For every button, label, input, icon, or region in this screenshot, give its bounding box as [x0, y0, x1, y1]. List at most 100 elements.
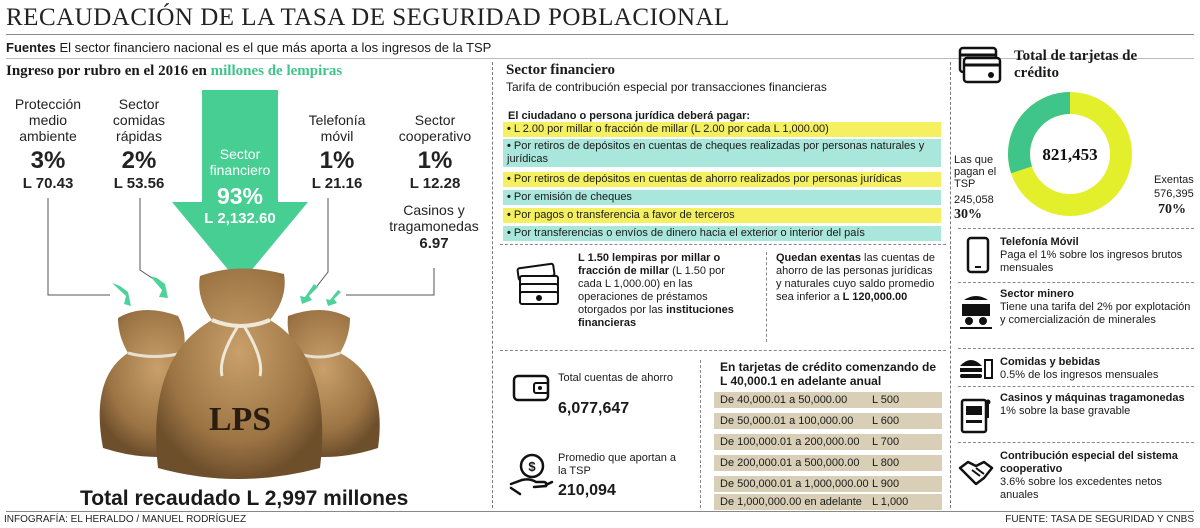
paying-value: 245,058 [954, 194, 994, 206]
donut-paying-segment [1008, 92, 1132, 216]
slot-machine-icon [960, 398, 991, 434]
category-label: Protección medio ambiente [14, 96, 82, 144]
exempt-bold: Quedan exentas [776, 252, 861, 264]
loans-block: L 1.50 lempiras por millar o fracción de… [578, 252, 748, 330]
category-amount: L 53.56 [113, 175, 165, 192]
category-environment: Protección medio ambiente 3% L 70.43 [6, 96, 90, 193]
loans-bold-2: instituciones financieras [578, 304, 734, 329]
income-heading: Ingreso por rubro en el 2016 en millones… [6, 63, 342, 80]
category-telephony: Telefonía móvil 1% L 21.16 [300, 112, 374, 193]
tier-fee: L 600 [872, 415, 900, 427]
pay-item: • Por emisión de cheques [503, 190, 941, 205]
wallet-icon [512, 374, 550, 402]
tier-row: De 1,000,000.00 en adelante L 1,000 [714, 494, 942, 510]
tax-item-title: Comidas y bebidas [1000, 356, 1101, 368]
cards-heading: En tarjetas de crédito comenzando de L 4… [720, 360, 937, 388]
category-label: Casinos y tragamonedas [389, 202, 479, 234]
pay-item: • L 2.00 por millar o fracción de millar… [503, 122, 941, 137]
pay-item-text: Por transferencias o envíos de dinero ha… [513, 227, 865, 239]
mobile-phone-icon [966, 236, 990, 274]
tax-item-casinos: Casinos y máquinas tragamonedas 1% sobre… [1000, 392, 1196, 418]
category-pct: 1% [417, 147, 453, 174]
financial-title: Sector financiero [506, 62, 616, 78]
financial-subtitle: Tarifa de contribución especial por tran… [506, 80, 827, 94]
exempt-bold-2: L 120,000.00 [842, 291, 908, 303]
arrow-small-1 [112, 283, 131, 306]
big-arrow-shape [172, 90, 308, 284]
tier-range: De 1,000,000.00 en adelante [720, 496, 862, 508]
tier-row: De 40,000.01 a 50,000.00 L 500 [714, 392, 942, 408]
footer-rule [6, 511, 1194, 512]
tier-fee: L 900 [872, 478, 900, 490]
category-pct: 3% [30, 147, 66, 174]
savings-label: Total cuentas de ahorro [558, 372, 673, 384]
money-stack-icon [516, 262, 559, 305]
pay-heading: El ciudadano o persona jurídica deberá p… [508, 110, 751, 122]
tax-item-text: Tiene una tarifa del 2% por explotación … [1000, 301, 1191, 326]
tier-range: De 100,000.01 a 200,000.00 [720, 436, 860, 448]
tier-range: De 200,000.01 a 500,000.00 [720, 457, 860, 469]
arrow-small-3 [300, 284, 318, 304]
tier-range: De 40,000.01 a 50,000.00 [720, 394, 848, 406]
loans-bold: L 1.50 lempiras por millar o fracción de… [578, 252, 721, 277]
tax-item-text: 3.6% sobre los excedentes netos anuales [1000, 476, 1163, 501]
tier-fee: L 700 [872, 436, 900, 448]
paying-pct: 30% [954, 207, 982, 222]
tier-row: De 50,000.01 a 100,000.00 L 600 [714, 413, 942, 429]
tax-item-title: Casinos y máquinas tragamonedas [1000, 392, 1185, 404]
paying-label: Las que pagan el TSP [954, 154, 997, 190]
arrow-small-4 [326, 290, 341, 306]
sources-line: Fuentes El sector financiero nacional es… [6, 40, 491, 55]
middle-vdivider-2 [700, 360, 701, 508]
tax-item-title: Sector minero [1000, 288, 1074, 300]
pay-item: • Por retiros de depósitos en cuentas de… [503, 172, 941, 187]
pay-item-text: Por retiros de depósitos en cuentas de a… [513, 173, 902, 185]
right-divider-4 [958, 386, 1194, 387]
exempt-pct: 70% [1158, 202, 1186, 217]
savings-value: 6,077,647 [558, 400, 630, 417]
tier-fee: L 800 [872, 457, 900, 469]
credit-cards-title: Total de tarjetas de crédito [1014, 48, 1138, 81]
right-divider-1 [958, 228, 1194, 229]
sources-label: Fuentes [6, 40, 56, 55]
tax-item-telephony: Telefonía Móvil Paga el 1% sobre los ing… [1000, 236, 1196, 275]
category-pct: 1% [319, 147, 355, 174]
tax-item-text: Paga el 1% sobre los ingresos brutos men… [1000, 249, 1183, 274]
pay-item: • Por retiros de depósitos en cuentas de… [503, 139, 941, 167]
category-casinos: Casinos y tragamonedas 6.97 [382, 202, 486, 253]
category-label: Sector financiero [209, 146, 271, 178]
category-amount: 6.97 [419, 235, 449, 252]
tax-item-food: Comidas y bebidas 0.5% de los ingresos m… [1000, 356, 1196, 382]
tax-item-title: Telefonía Móvil [1000, 236, 1079, 248]
category-cooperative: Sector cooperativo 1% L 12.28 [390, 112, 480, 193]
total-collected: Total recaudado L 2,997 millones [80, 487, 409, 510]
pay-item: • Por transferencias o envíos de dinero … [503, 226, 941, 241]
big-arrow [172, 90, 308, 284]
hand-coin-icon: $ [509, 453, 554, 496]
category-amount: L 21.16 [311, 175, 363, 192]
donut-total: 821,453 [1042, 145, 1097, 164]
exempt-label: Exentas [1154, 174, 1194, 186]
cards-donut: 821,453 [1008, 92, 1132, 216]
page-title: RECAUDACIÓN DE LA TASA DE SEGURIDAD POBL… [6, 4, 730, 31]
tax-item-cooperative: Contribución especial del sistema cooper… [1000, 450, 1196, 502]
source-credit: FUENTE: TASA DE SEGURIDAD Y CNBS [1005, 514, 1194, 525]
bag-center [156, 268, 323, 479]
exempt-block: Quedan exentas las cuentas de ahorro de … [776, 252, 936, 304]
tax-item-mining: Sector minero Tiene una tarifa del 2% po… [1000, 288, 1196, 327]
credit-card-icon [958, 46, 1002, 84]
category-fastfood: Sector comidas rápidas 2% L 53.56 [100, 96, 178, 193]
connector-environment [47, 198, 110, 296]
connector-telephony [313, 198, 329, 291]
avg-value: 210,094 [558, 482, 616, 499]
right-divider-3 [958, 348, 1194, 349]
pay-item: • Por pagos o transferencia a favor de t… [503, 208, 941, 223]
mining-cart-icon [960, 296, 992, 329]
tier-row: De 100,000.01 a 200,000.00 L 700 [714, 434, 942, 450]
svg-text:$: $ [528, 459, 536, 474]
loans-text: (L 1.50 por cada L 1,000.00) en las oper… [578, 265, 725, 316]
title-rule [6, 34, 1194, 35]
pay-item-text: L 2.00 por millar o fracción de millar (… [513, 123, 829, 135]
exempt-text: las cuentas de ahorro de las personas ju… [776, 252, 935, 303]
category-label: Sector cooperativo [398, 112, 472, 144]
